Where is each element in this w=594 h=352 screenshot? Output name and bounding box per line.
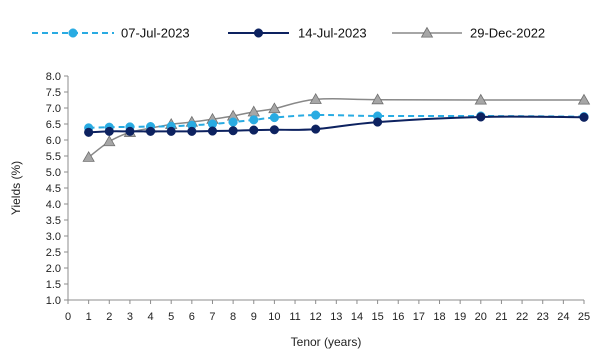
data-point [269, 125, 279, 135]
data-point [125, 126, 135, 136]
y-tick-label: 1.5 [46, 279, 61, 291]
x-tick-label: 16 [392, 311, 404, 323]
data-point [476, 112, 486, 122]
x-tick-label: 24 [557, 311, 569, 323]
series-layer [82, 93, 591, 162]
x-tick-label: 6 [189, 311, 195, 323]
x-tick-label: 1 [86, 311, 92, 323]
x-tick-label: 17 [413, 311, 425, 323]
axes: 1.0 1.5 2.0 2.5 3.0 3.5 4.0 4.5 5.0 5.5 6.0 6.5 7.0 7… [46, 71, 590, 323]
legend-marker [420, 26, 434, 38]
x-tick-label: 13 [330, 311, 342, 323]
data-point [269, 113, 279, 123]
legend-item-0: 07-Jul-2023 [32, 26, 190, 41]
x-tick-label: 0 [65, 311, 71, 323]
x-tick-label: 11 [289, 311, 300, 323]
data-point [373, 117, 383, 127]
data-point [104, 126, 114, 136]
x-tick-label: 12 [310, 311, 322, 323]
legend-marker [68, 28, 78, 38]
data-point [82, 150, 95, 162]
x-tick-label: 25 [578, 311, 590, 323]
data-point [187, 126, 197, 136]
x-tick-label: 19 [454, 311, 466, 323]
data-point [228, 126, 238, 136]
x-tick-label: 2 [106, 311, 112, 323]
data-point [207, 126, 218, 136]
data-point [84, 127, 94, 137]
x-tick-label: 10 [268, 311, 280, 323]
x-tick-label: 14 [351, 311, 363, 323]
y-tick-label: 3.0 [46, 231, 61, 243]
series-line [88, 97, 585, 158]
x-tick-label: 5 [168, 311, 174, 323]
data-point [309, 93, 322, 104]
y-tick-label: 8.0 [46, 71, 61, 83]
x-tick-label: 4 [147, 311, 153, 323]
x-tick-label: 7 [209, 311, 215, 323]
series-0 [84, 110, 589, 133]
legend-item-1: 14-Jul-2023 [228, 26, 367, 41]
data-point [579, 112, 589, 122]
legend-label: 14-Jul-2023 [298, 26, 367, 41]
x-tick-label: 22 [516, 311, 528, 323]
y-tick-label: 2.0 [46, 263, 61, 275]
y-tick-label: 3.5 [46, 215, 61, 227]
legend-label: 29-Dec-2022 [470, 26, 545, 41]
y-tick-label: 4.0 [46, 199, 61, 211]
x-tick-label: 18 [433, 311, 445, 323]
data-point [228, 117, 238, 127]
legend-label: 07-Jul-2023 [121, 26, 190, 41]
data-point [474, 93, 487, 105]
data-point [166, 126, 176, 136]
legend-marker [253, 28, 264, 38]
y-tick-label: 7.0 [46, 103, 61, 115]
x-tick-label: 21 [495, 311, 507, 323]
x-tick-label: 23 [537, 311, 549, 323]
legend: 07-Jul-2023 14-Jul-2023 29-Dec-2022 [32, 26, 545, 41]
x-tick-label: 20 [475, 311, 487, 323]
x-axis-title: Tenor (years) [291, 335, 362, 349]
legend-item-2: 29-Dec-2022 [392, 26, 545, 41]
y-tick-label: 7.5 [46, 87, 61, 99]
data-point [268, 102, 281, 114]
y-tick-label: 4.5 [46, 183, 61, 195]
data-point [311, 110, 321, 120]
y-tick-label: 5.5 [46, 151, 61, 163]
y-tick-label: 5.0 [46, 167, 61, 179]
x-tick-label: 8 [230, 311, 236, 323]
x-tick-label: 3 [127, 311, 133, 323]
data-point [371, 93, 384, 105]
data-point [249, 115, 259, 125]
data-point [249, 125, 259, 135]
data-point [146, 126, 156, 136]
x-tick-label: 9 [251, 311, 257, 323]
data-point [103, 135, 116, 147]
data-point [311, 124, 321, 134]
series-1 [84, 112, 589, 137]
y-tick-label: 2.5 [46, 247, 61, 259]
series-line [88, 115, 585, 134]
y-tick-label: 6.5 [46, 119, 61, 131]
x-tick-label: 15 [371, 311, 383, 323]
data-point [577, 93, 591, 105]
y-axis-title: Yields (%) [9, 161, 23, 215]
y-tick-label: 6.0 [46, 135, 61, 147]
y-tick-label: 1.0 [46, 295, 61, 307]
